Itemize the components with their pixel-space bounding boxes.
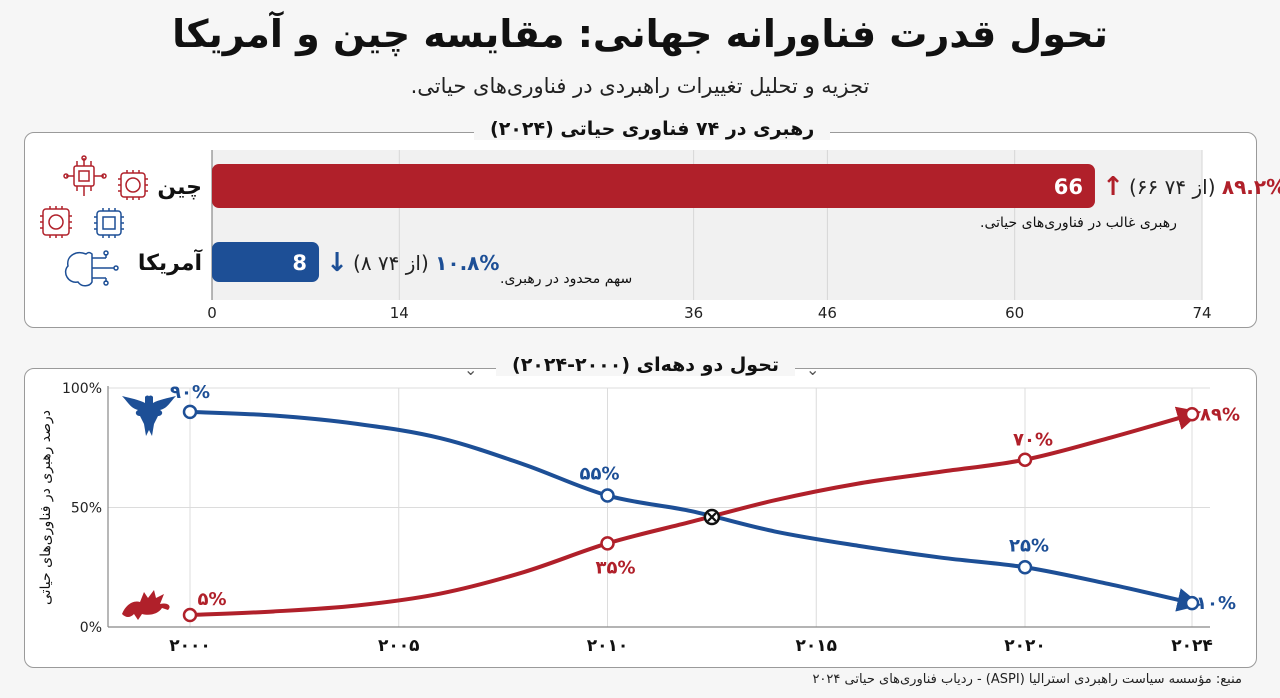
line-point xyxy=(1017,452,1033,467)
source-note: منبع: مؤسسه سیاست راهبردی استرالیا (ASPI… xyxy=(812,672,1242,687)
circuit-icon xyxy=(63,155,107,196)
bar-category-label: آمریکا xyxy=(138,248,203,276)
line-point xyxy=(1184,595,1200,611)
page-subtitle: تجزیه و تحلیل تغییرات راهبردی در فناوری‌… xyxy=(410,74,870,98)
line-y-tick-label: 50% xyxy=(71,501,102,517)
line-point xyxy=(600,488,615,503)
line-chart-panel xyxy=(24,368,1257,668)
line-point xyxy=(1017,560,1033,575)
line-y-tick-label: 100% xyxy=(62,381,102,397)
page-title: تحول قدرت فناورانه جهانی: مقایسه چین و آ… xyxy=(172,12,1108,56)
line-point-label: ۳۵% xyxy=(595,557,635,578)
bar-x-tick-label: 0 xyxy=(207,304,217,322)
bar-value-label: 8 xyxy=(292,251,307,275)
ai-brain-icon xyxy=(64,250,119,287)
line-point-label: ۲۵% xyxy=(1009,535,1049,556)
bar-x-tick-label: 46 xyxy=(818,304,837,322)
line-y-axis-label: درصد رهبری در فناوری‌های حیاتی xyxy=(38,410,54,605)
dragon-icon xyxy=(122,590,170,620)
eagle-icon xyxy=(122,395,176,436)
bar-chart-title: رهبری در ۷۴ فناوری حیاتی (۲۰۲۴) xyxy=(474,118,831,140)
bar-trend-arrow: ↓ xyxy=(326,248,348,278)
crossover-x-icon xyxy=(707,512,717,522)
bar-x-tick-label: 74 xyxy=(1192,304,1211,322)
line-point xyxy=(600,536,615,551)
line-point xyxy=(1184,407,1200,422)
bar-x-tick-label: 60 xyxy=(1005,304,1024,322)
line-x-tick-label: ۲۰۰۵ xyxy=(378,636,420,656)
line-chart: ۲۰۰۰ ۲۰۰۵ ۲۰۱۰ ۲۰۱۵ ۲۰۲۰ ۲۰۲۴ 0% 50% 100% درصد ره… xyxy=(38,381,1240,656)
chevron-down-icon: ⌄ xyxy=(464,360,478,379)
bar-1 xyxy=(212,242,320,282)
chevron-down-icon: ⌄ xyxy=(806,360,820,379)
bar-percent-label: (۸ از ۷۴) ۱۰.۸% xyxy=(353,251,499,275)
bar-note: سهم محدود در رهبری. xyxy=(500,271,632,287)
bar-0 xyxy=(212,164,1095,208)
line-point-label: ۷۰% xyxy=(1013,430,1053,451)
line-x-tick-label: ۲۰۰۰ xyxy=(169,636,211,656)
line-x-tick-label: ۲۰۲۰ xyxy=(1004,636,1046,656)
qubit-chip-icon xyxy=(94,208,124,238)
line-x-tick-label: ۲۰۲۴ xyxy=(1171,636,1213,656)
bar-x-tick-label: 36 xyxy=(684,304,703,322)
line-point-label: ۸۹% xyxy=(1200,404,1240,425)
line-point-label: ۵۵% xyxy=(579,464,619,485)
brain-chip-icon xyxy=(40,206,72,238)
chip-icon xyxy=(118,170,148,200)
bar-chart: 0 14 36 46 60 74 چین 66 ↑(۶۶ از ۷۴) ۸۹.۲% رهبری غ… xyxy=(138,150,1280,322)
line-x-tick-label: ۲۰۱۵ xyxy=(795,636,837,656)
bar-trend-arrow: ↑ xyxy=(1102,172,1124,202)
bar-value-label: 66 xyxy=(1054,175,1083,199)
line-point-label: ۱۰% xyxy=(1196,593,1236,614)
line-x-tick-label: ۲۰۱۰ xyxy=(587,636,629,656)
line-y-tick-label: 0% xyxy=(80,620,102,636)
bar-x-tick-label: 14 xyxy=(390,304,409,322)
bar-percent-label: (۶۶ از ۷۴) ۸۹.۲% xyxy=(1129,175,1280,199)
line-point-label: ۹۰% xyxy=(170,382,210,403)
line-chart-title: تحول دو دهه‌ای (۲۰۰۰-۲۰۲۴) xyxy=(496,354,796,376)
bar-category-label: چین xyxy=(157,175,202,200)
bar-note: رهبری غالب در فناوری‌های حیاتی. xyxy=(980,215,1177,231)
line-point xyxy=(182,607,198,623)
line-point-label: ۵% xyxy=(197,589,226,610)
line-point xyxy=(182,404,198,420)
